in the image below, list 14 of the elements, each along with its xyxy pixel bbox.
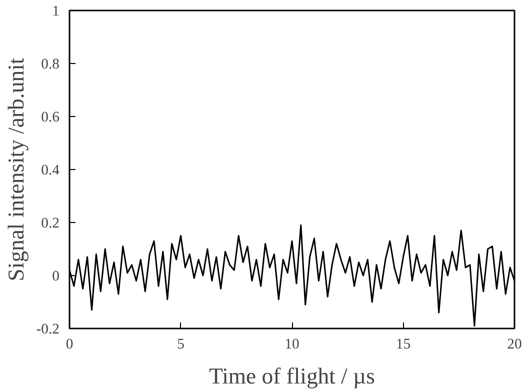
y-tick-label: 0.8 — [41, 56, 60, 72]
x-tick-label: 0 — [66, 336, 74, 352]
y-tick-label: 0 — [52, 268, 60, 284]
x-tick-label: 20 — [507, 336, 522, 352]
x-tick-label: 15 — [396, 336, 411, 352]
y-tick-label: 0.4 — [41, 162, 60, 178]
y-tick-label: 1 — [52, 4, 60, 20]
y-tick-label: 0.6 — [41, 110, 60, 126]
y-axis-title: Signal intensity /arb.unit — [3, 57, 28, 282]
x-tick-label: 10 — [284, 336, 300, 352]
x-tick-label: 5 — [177, 336, 184, 352]
x-axis-title: Time of flight / µs — [209, 364, 375, 388]
y-tick-label: 0.2 — [41, 216, 60, 232]
y-tick-label: -0.2 — [36, 322, 60, 338]
